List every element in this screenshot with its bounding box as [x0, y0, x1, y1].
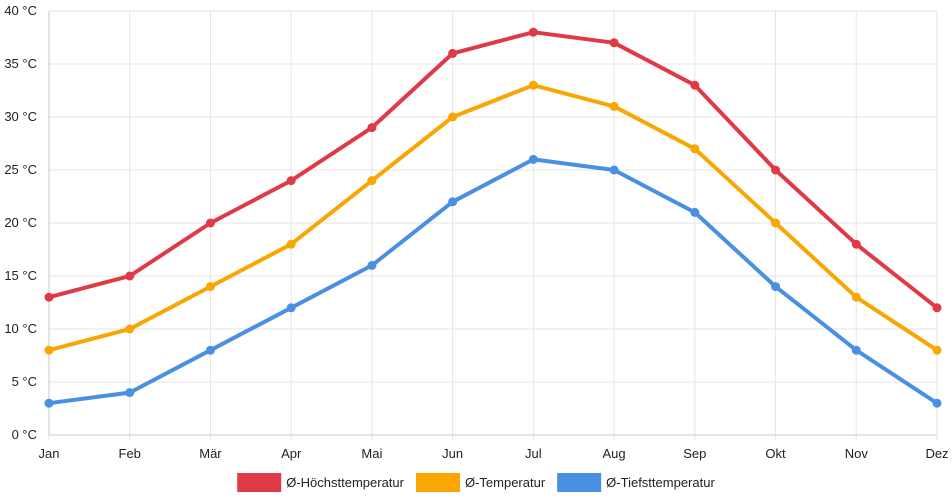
data-point: [286, 239, 296, 249]
data-point: [528, 154, 538, 164]
data-point: [771, 165, 781, 175]
x-tick-label: Dez: [925, 446, 948, 461]
x-tick-label: Jul: [525, 446, 542, 461]
x-tick-label: Okt: [765, 446, 786, 461]
grid: [48, 10, 938, 441]
y-tick-label: 40 °C: [4, 3, 37, 18]
y-tick-label: 10 °C: [4, 321, 37, 336]
data-point: [125, 324, 135, 334]
axes: 0 °C 5 °C 10 °C 15 °C 20 °C 25 °C 30 °C 35 °C 40…: [4, 3, 948, 461]
data-point: [286, 176, 296, 186]
data-point: [125, 271, 135, 281]
data-point: [932, 345, 942, 355]
x-tick-label: Aug: [603, 446, 626, 461]
series-0: [44, 27, 942, 313]
data-point: [367, 123, 377, 133]
data-point: [609, 165, 619, 175]
data-point: [851, 292, 861, 302]
data-point: [528, 80, 538, 90]
data-point: [44, 292, 54, 302]
series-line: [47, 83, 939, 353]
data-point: [771, 218, 781, 228]
y-tick-label: 0 °C: [12, 427, 37, 442]
legend-swatch: [237, 473, 282, 492]
y-tick-label: 25 °C: [4, 162, 37, 177]
data-point: [44, 398, 54, 408]
series-2: [44, 154, 942, 408]
x-tick-label: Jan: [39, 446, 60, 461]
y-tick-label: 30 °C: [4, 109, 37, 124]
data-point: [690, 80, 700, 90]
y-tick-label: 15 °C: [4, 268, 37, 283]
data-point: [448, 112, 458, 122]
x-tick-label: Jun: [442, 446, 463, 461]
legend-label: Ø-Höchsttemperatur: [286, 475, 404, 490]
data-point: [125, 388, 135, 398]
x-tick-label: Mai: [361, 446, 382, 461]
data-point: [448, 197, 458, 207]
legend-swatch: [415, 473, 460, 492]
y-tick-label: 5 °C: [12, 374, 37, 389]
x-tick-label: Sep: [683, 446, 706, 461]
data-point: [690, 144, 700, 154]
series-1: [44, 80, 942, 355]
series-line: [47, 157, 939, 406]
legend-item-2: Ø-Tiefsttemperatur: [557, 473, 715, 492]
x-tick-label: Mär: [199, 446, 222, 461]
legend-label: Ø-Temperatur: [465, 475, 546, 490]
legend-item-0: Ø-Höchsttemperatur: [237, 473, 405, 492]
y-tick-label: 35 °C: [4, 56, 37, 71]
data-point: [367, 260, 377, 270]
x-tick-label: Feb: [119, 446, 141, 461]
data-point: [367, 176, 377, 186]
data-point: [851, 345, 861, 355]
data-point: [690, 207, 700, 217]
data-point: [205, 218, 215, 228]
data-point: [448, 48, 458, 58]
data-point: [44, 345, 54, 355]
x-tick-label: Nov: [845, 446, 869, 461]
legend-swatch: [557, 473, 602, 492]
data-point: [528, 27, 538, 37]
data-point: [205, 282, 215, 292]
legend: Ø-Höchsttemperatur Ø-Temperatur Ø-Tiefstte…: [237, 473, 715, 492]
x-tick-label: Apr: [281, 446, 302, 461]
data-point: [932, 303, 942, 313]
y-tick-label: 20 °C: [4, 215, 37, 230]
data-point: [609, 38, 619, 48]
legend-label: Ø-Tiefsttemperatur: [606, 475, 715, 490]
series-line: [47, 30, 939, 310]
data-point: [205, 345, 215, 355]
data-point: [851, 239, 861, 249]
data-point: [932, 398, 942, 408]
legend-item-1: Ø-Temperatur: [415, 473, 546, 492]
data-point: [609, 101, 619, 111]
series-group: [44, 27, 942, 408]
data-point: [771, 282, 781, 292]
data-point: [286, 303, 296, 313]
